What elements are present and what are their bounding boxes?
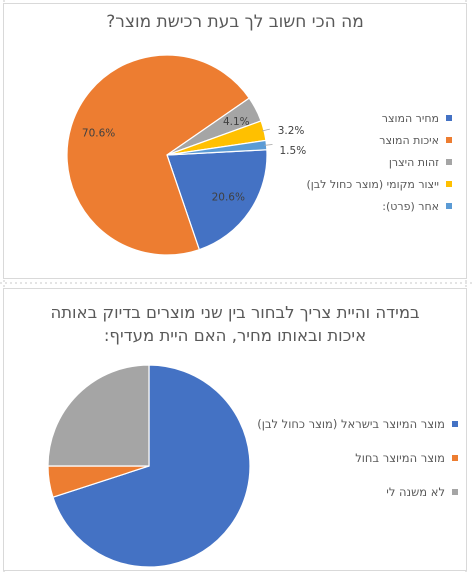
legend-swatch [446, 203, 452, 209]
chart-plot-area: 20.6% 70.6% 4.1% 3.2% 1.5% [66, 54, 307, 256]
legend-label: מוצר המיוצר בישראל (מוצר כחול לבן) [257, 417, 445, 431]
legend-label: זהות היצרן [388, 155, 439, 169]
legend-item: זהות היצרן [302, 151, 452, 173]
data-label: 4.1% [223, 116, 250, 128]
legend-item: מחיר המוצר [302, 107, 452, 129]
chart-origin-preference: במידה והיית צריך לבחור בין שני מוצרים בד… [3, 288, 467, 571]
leader-line [261, 128, 270, 132]
chart-plot-area [47, 364, 251, 568]
legend-item: ייצור מקומי (מוצר כחול לבן) [302, 173, 452, 195]
legend-swatch [446, 159, 452, 165]
pie-slice [52, 364, 251, 568]
legend-item: מוצר המיוצר בישראל (מוצר כחול לבן) [257, 407, 458, 441]
data-label: 1.5% [280, 145, 307, 157]
data-label: 20.6% [212, 192, 245, 204]
legend-item: אחר (פרט): [302, 195, 452, 217]
chart-product-priority: 20.6% 70.6% 4.1% 3.2% 1.5% מה הכי חשוב לך בע… [3, 3, 467, 279]
legend-item: מוצר המיוצר בחול [268, 441, 458, 475]
legend-label: לא משנה לי [386, 485, 445, 499]
legend-label: איכות המוצר [379, 133, 439, 147]
pie-slice [47, 364, 150, 467]
legend-label: מוצר המיוצר בחול [355, 451, 445, 465]
chart-title: במידה והיית צריך לבחור בין שני מוצרים בד… [50, 303, 420, 345]
pie-slice [66, 54, 251, 256]
legend-swatch [446, 115, 452, 121]
legend-swatch [446, 137, 452, 143]
data-label: 3.2% [278, 125, 305, 137]
chart-legend: מחיר המוצר איכות המוצר זהות היצרן ייצור … [302, 107, 452, 217]
data-label: 70.6% [82, 128, 115, 140]
chart-title: מה הכי חשוב לך בעת רכישת מוצר? [106, 12, 364, 32]
pie-slice [166, 149, 268, 251]
legend-label: אחר (פרט): [382, 199, 439, 213]
legend-swatch [452, 421, 458, 427]
legend-label: ייצור מקומי (מוצר כחול לבן) [306, 177, 440, 191]
chart-legend: מוצר המיוצר בישראל (מוצר כחול לבן) מוצר … [257, 407, 458, 509]
legend-label: מחיר המוצר [381, 111, 439, 125]
legend-swatch [452, 455, 458, 461]
legend-item: איכות המוצר [302, 129, 452, 151]
legend-item: לא משנה לי [268, 475, 458, 509]
legend-swatch [446, 181, 452, 187]
legend-swatch [452, 489, 458, 495]
leader-line [264, 144, 273, 146]
